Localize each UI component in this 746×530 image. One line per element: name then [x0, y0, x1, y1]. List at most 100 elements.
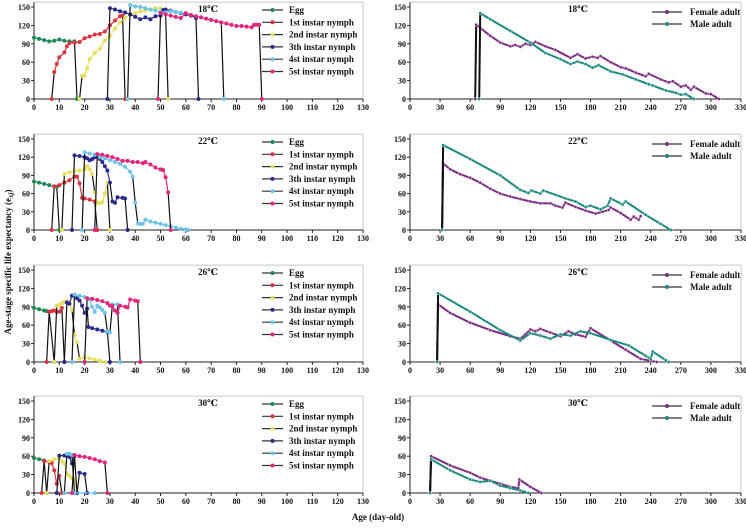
data-point — [578, 329, 583, 334]
series-segment — [509, 30, 531, 44]
legend-marker — [270, 426, 275, 431]
data-point — [125, 305, 130, 310]
data-point — [128, 169, 133, 174]
data-point — [49, 97, 54, 101]
y-tick-label: 120 — [394, 284, 406, 293]
x-tick-label: 90 — [496, 103, 504, 112]
y-tick-label: 120 — [18, 415, 30, 424]
data-point — [221, 97, 226, 101]
x-tick-label: 30 — [106, 234, 114, 243]
data-point — [62, 360, 67, 364]
data-point — [59, 459, 64, 464]
series-segment — [648, 72, 662, 81]
data-point — [183, 11, 188, 16]
y-tick-label: 90 — [22, 303, 30, 312]
y-tick-label: 150 — [394, 266, 406, 275]
x-tick-label: 60 — [182, 366, 190, 375]
data-point — [168, 9, 173, 14]
panel-title: 22℃ — [198, 136, 218, 146]
data-point — [54, 62, 59, 67]
data-point — [600, 209, 605, 214]
x-tick-label: 20 — [81, 234, 89, 243]
data-point — [128, 297, 133, 302]
panel-adult-2: 0 30 60 90 120 150 180 210 240 270 300 330 0 30 60 90 12… — [394, 264, 746, 375]
data-point — [558, 57, 563, 61]
x-tick-label: 40 — [131, 366, 139, 375]
data-point — [62, 50, 67, 55]
data-point — [32, 35, 36, 40]
legend-label: Male adult — [690, 151, 732, 161]
x-tick-label: 100 — [281, 497, 293, 506]
legend-marker — [270, 57, 275, 62]
legend-label: 2nd instar nymph — [289, 293, 357, 303]
x-tick-label: 180 — [585, 366, 597, 375]
series-segment — [545, 52, 561, 61]
series-segment — [51, 186, 55, 231]
data-point — [92, 491, 97, 495]
data-point — [575, 52, 580, 57]
data-point — [67, 41, 72, 46]
data-point — [95, 327, 100, 332]
series-segment — [625, 67, 637, 74]
x-tick-label: 130 — [357, 234, 369, 243]
data-point — [32, 179, 36, 184]
legend-marker — [270, 152, 275, 157]
data-point — [82, 150, 87, 155]
data-point — [69, 491, 74, 495]
series-3th-instar-nymph — [54, 453, 90, 495]
series-segment — [550, 333, 561, 340]
data-point — [87, 151, 92, 156]
data-point — [429, 457, 433, 462]
x-tick-label: 60 — [466, 366, 474, 375]
legend-label: 2nd instar nymph — [289, 162, 357, 172]
data-point — [692, 97, 696, 101]
legend-marker — [270, 176, 275, 181]
data-point — [72, 40, 77, 45]
data-point — [107, 228, 112, 232]
y-tick-label: 30 — [22, 340, 30, 349]
data-point — [77, 39, 82, 44]
x-tick-label: 180 — [585, 103, 597, 112]
x-tick-label: 40 — [131, 234, 139, 243]
data-point — [130, 174, 135, 179]
data-point — [498, 173, 503, 178]
data-point — [692, 84, 696, 89]
data-point — [488, 17, 493, 22]
legend-label: Egg — [289, 399, 305, 409]
series-male-adult — [477, 11, 696, 101]
series-egg — [32, 179, 62, 232]
series-segment — [529, 41, 546, 54]
data-point — [588, 331, 593, 335]
data-point — [553, 193, 558, 197]
data-point — [498, 40, 503, 45]
data-point — [628, 217, 633, 222]
series-4st-instar-nymph — [69, 292, 123, 364]
y-tick-label: 90 — [398, 434, 406, 443]
legend-label: Male adult — [690, 413, 732, 423]
data-point — [153, 8, 158, 13]
data-point — [87, 167, 92, 172]
series-segment — [469, 321, 491, 332]
data-point — [128, 3, 133, 8]
series-segment — [157, 13, 162, 100]
x-tick-label: 100 — [281, 234, 293, 243]
data-point — [102, 29, 107, 34]
y-tick-label: 120 — [394, 153, 406, 162]
data-point — [588, 326, 593, 331]
x-tick-label: 50 — [157, 103, 165, 112]
series-segment — [469, 176, 481, 184]
y-tick-label: 60 — [22, 58, 30, 67]
data-point — [67, 301, 72, 306]
data-point — [37, 307, 42, 312]
data-point — [548, 336, 553, 341]
data-point — [82, 360, 87, 364]
data-point — [668, 228, 673, 232]
series-egg — [32, 306, 57, 364]
series-segment — [81, 152, 86, 231]
x-tick-label: 90 — [258, 234, 266, 243]
series-segment — [570, 330, 581, 337]
data-point — [488, 328, 493, 332]
data-point — [87, 197, 92, 202]
data-point — [90, 326, 95, 331]
data-point — [595, 56, 600, 60]
